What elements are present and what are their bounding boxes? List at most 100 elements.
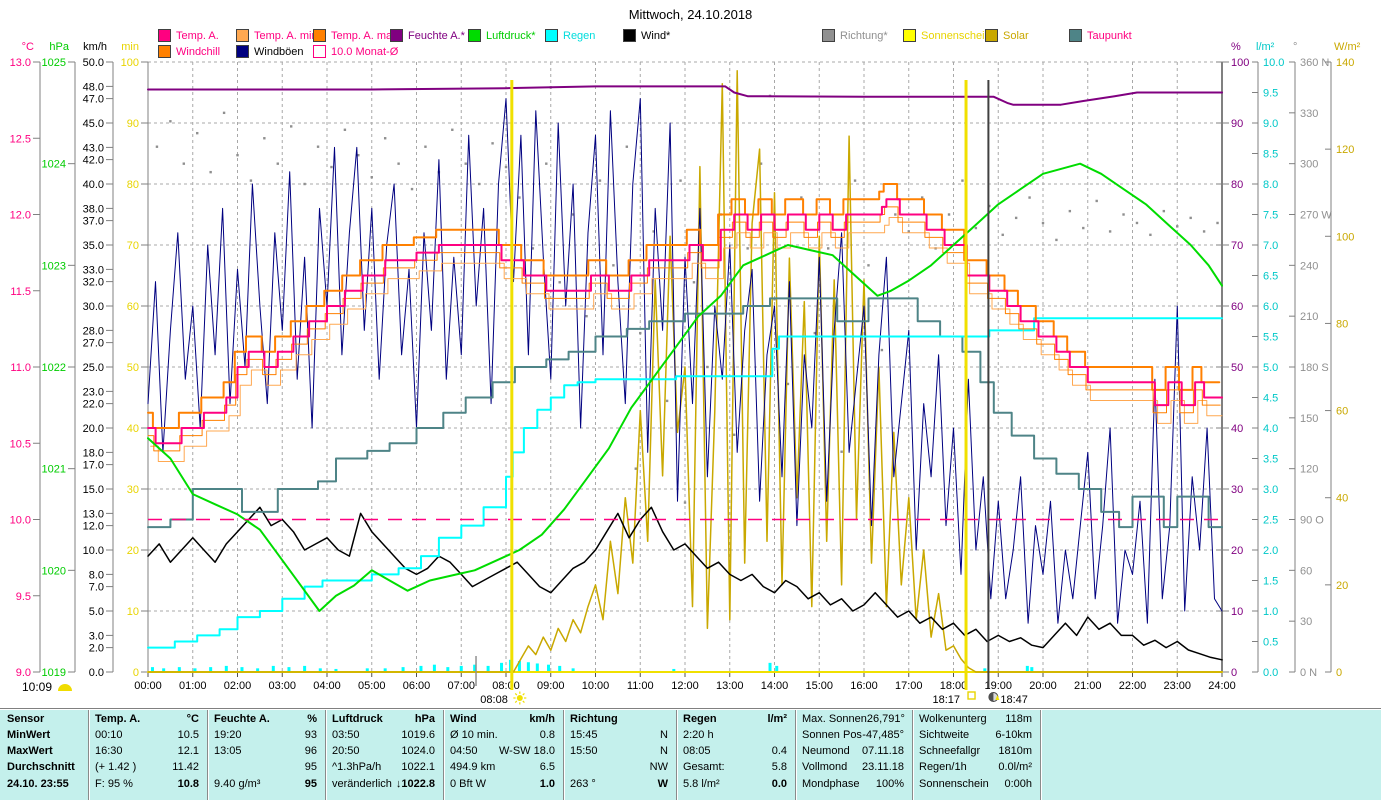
svg-text:100: 100	[1231, 57, 1249, 69]
table-row: 9.40 g/m³ 95	[214, 778, 317, 790]
svg-text:09:00: 09:00	[537, 680, 565, 692]
table-cell-label: Wolkenunterg	[919, 713, 987, 725]
table-column-separator	[563, 710, 565, 800]
table-row: Ø 10 min. 0.8	[450, 729, 555, 741]
table-row: 263 ° W	[570, 778, 668, 790]
svg-text:04:00: 04:00	[313, 680, 341, 692]
series-taupunkt	[147, 297, 1223, 529]
svg-text:2.5: 2.5	[1263, 515, 1278, 527]
table-cell-value: ↓1022.8	[395, 778, 435, 790]
table-cell-value: hPa	[414, 713, 435, 725]
table-cell-value: 1.0	[539, 778, 555, 790]
legend-item-luftdruck-: Luftdruck*	[468, 29, 536, 42]
table-cell-value: 10.8	[177, 778, 199, 790]
table-row: ^1.3hPa/h 1022.1	[332, 761, 435, 773]
table-row: Regen/1h 0.0l/m²	[919, 761, 1032, 773]
svg-text:140: 140	[1336, 57, 1354, 69]
svg-text:330: 330	[1300, 108, 1318, 120]
legend-label: Temp. A. max	[331, 29, 398, 42]
table-row: Gesamt: 5.8	[683, 761, 787, 773]
svg-text:12:00: 12:00	[671, 680, 699, 692]
legend-color-swatch	[390, 29, 403, 42]
svg-text:4.5: 4.5	[1263, 393, 1278, 405]
svg-text:15.0: 15.0	[83, 484, 104, 496]
svg-text:2.0: 2.0	[1263, 545, 1278, 557]
table-cell-label: 16:30	[95, 745, 123, 757]
table-cell-label: 263 °	[570, 778, 596, 790]
table-row: 95	[214, 761, 317, 773]
legend-item-richtung-: Richtung*	[822, 29, 888, 42]
table-row: Max. Sonnen 26,791°	[802, 713, 905, 725]
sunset-sun-icon	[967, 691, 976, 700]
svg-text:90: 90	[127, 118, 139, 130]
svg-text:40.0: 40.0	[83, 179, 104, 191]
series-temp_max	[147, 183, 1221, 429]
table-row: Richtung	[570, 713, 668, 725]
svg-text:40: 40	[127, 423, 139, 435]
table-cell-label: 15:50	[570, 745, 598, 757]
table-col-extra: Wolkenunterg 118m Sichtweite 6-10km Schneefa…	[912, 710, 1040, 800]
svg-text:4.0: 4.0	[1263, 423, 1278, 435]
table-cell-value: 0.4	[771, 745, 787, 757]
legend-label: Wind*	[641, 29, 671, 42]
svg-text:%: %	[1231, 41, 1241, 53]
svg-text:70: 70	[127, 240, 139, 252]
svg-text:0: 0	[133, 667, 139, 679]
table-cell-label: 2:20 h	[683, 729, 714, 741]
table-row: Sonnen Pos -47,485°	[802, 729, 904, 741]
svg-text:120: 120	[1336, 144, 1354, 156]
table-cell-label: 04:50	[450, 745, 478, 757]
series-windchill	[147, 206, 1221, 452]
table-cell-value: 23.11.18	[861, 761, 904, 773]
svg-text:30.0: 30.0	[83, 301, 104, 313]
svg-text:10: 10	[1231, 606, 1243, 618]
legend-item-sonnenschein: Sonnenschein	[903, 29, 991, 42]
table-row: Feuchte A.%	[214, 713, 317, 725]
legend-item-regen: Regen	[545, 29, 595, 42]
legend-color-swatch	[822, 29, 835, 42]
table-column-separator	[676, 710, 678, 800]
svg-text:13.0: 13.0	[10, 57, 31, 69]
svg-text:l/m²: l/m²	[1256, 41, 1275, 53]
table-cell-value: 96	[304, 745, 317, 757]
rain-intensity-ticks	[150, 659, 1034, 672]
table-col-astro: Max. Sonnen 26,791° Sonnen Pos -47,485° Neum…	[795, 710, 912, 800]
svg-text:07:00: 07:00	[447, 680, 475, 692]
svg-text:01:00: 01:00	[179, 680, 207, 692]
table-cell-label: MaxWert	[7, 745, 53, 757]
svg-text:100: 100	[1336, 231, 1354, 243]
series-luftdruck	[147, 162, 1223, 612]
table-row: F: 95 % 10.8	[95, 778, 199, 790]
svg-text:60: 60	[1300, 565, 1312, 577]
svg-text:1023: 1023	[42, 260, 66, 272]
svg-text:8.5: 8.5	[1263, 149, 1278, 161]
svg-text:05:00: 05:00	[358, 680, 386, 692]
table-cell-label: 08:05	[683, 745, 711, 757]
svg-text:11:00: 11:00	[627, 680, 654, 692]
table-row: Temp. A. °C	[95, 713, 199, 725]
table-cell-label: Schneefallgr	[919, 745, 981, 757]
table-cell-label: 494.9 km	[450, 761, 496, 773]
svg-text:°C: °C	[22, 41, 34, 53]
table-cell-label: ^1.3hPa/h	[332, 761, 382, 773]
legend-color-swatch	[236, 29, 249, 42]
table-cell-value: NW	[649, 761, 668, 773]
svg-text:210: 210	[1300, 311, 1318, 323]
table-cell-label: Temp. A.	[95, 713, 141, 725]
svg-text:30: 30	[1231, 484, 1243, 496]
legend-label: Temp. A. min	[254, 29, 318, 42]
svg-text:22.0: 22.0	[83, 399, 104, 411]
pressure-axis: hPa 1025 1024 1023 1022 1021 1020 1019	[42, 41, 76, 679]
table-col-regen: Regen l/m² 2:20 h 08:05 0.4 Gesamt: 5.8 5.8 l/m…	[676, 710, 795, 800]
svg-text:270 W: 270 W	[1300, 210, 1332, 222]
svg-text:11.0: 11.0	[10, 362, 31, 374]
table-cell-label: Mondphase	[802, 778, 860, 790]
series-temp	[147, 198, 1223, 445]
svg-text:28.0: 28.0	[83, 325, 104, 337]
legend-item-solar: Solar	[985, 29, 1029, 42]
svg-text:14:00: 14:00	[761, 680, 789, 692]
table-row: 04:50 W-SW 18.0	[450, 745, 555, 757]
svg-text:30: 30	[127, 484, 139, 496]
